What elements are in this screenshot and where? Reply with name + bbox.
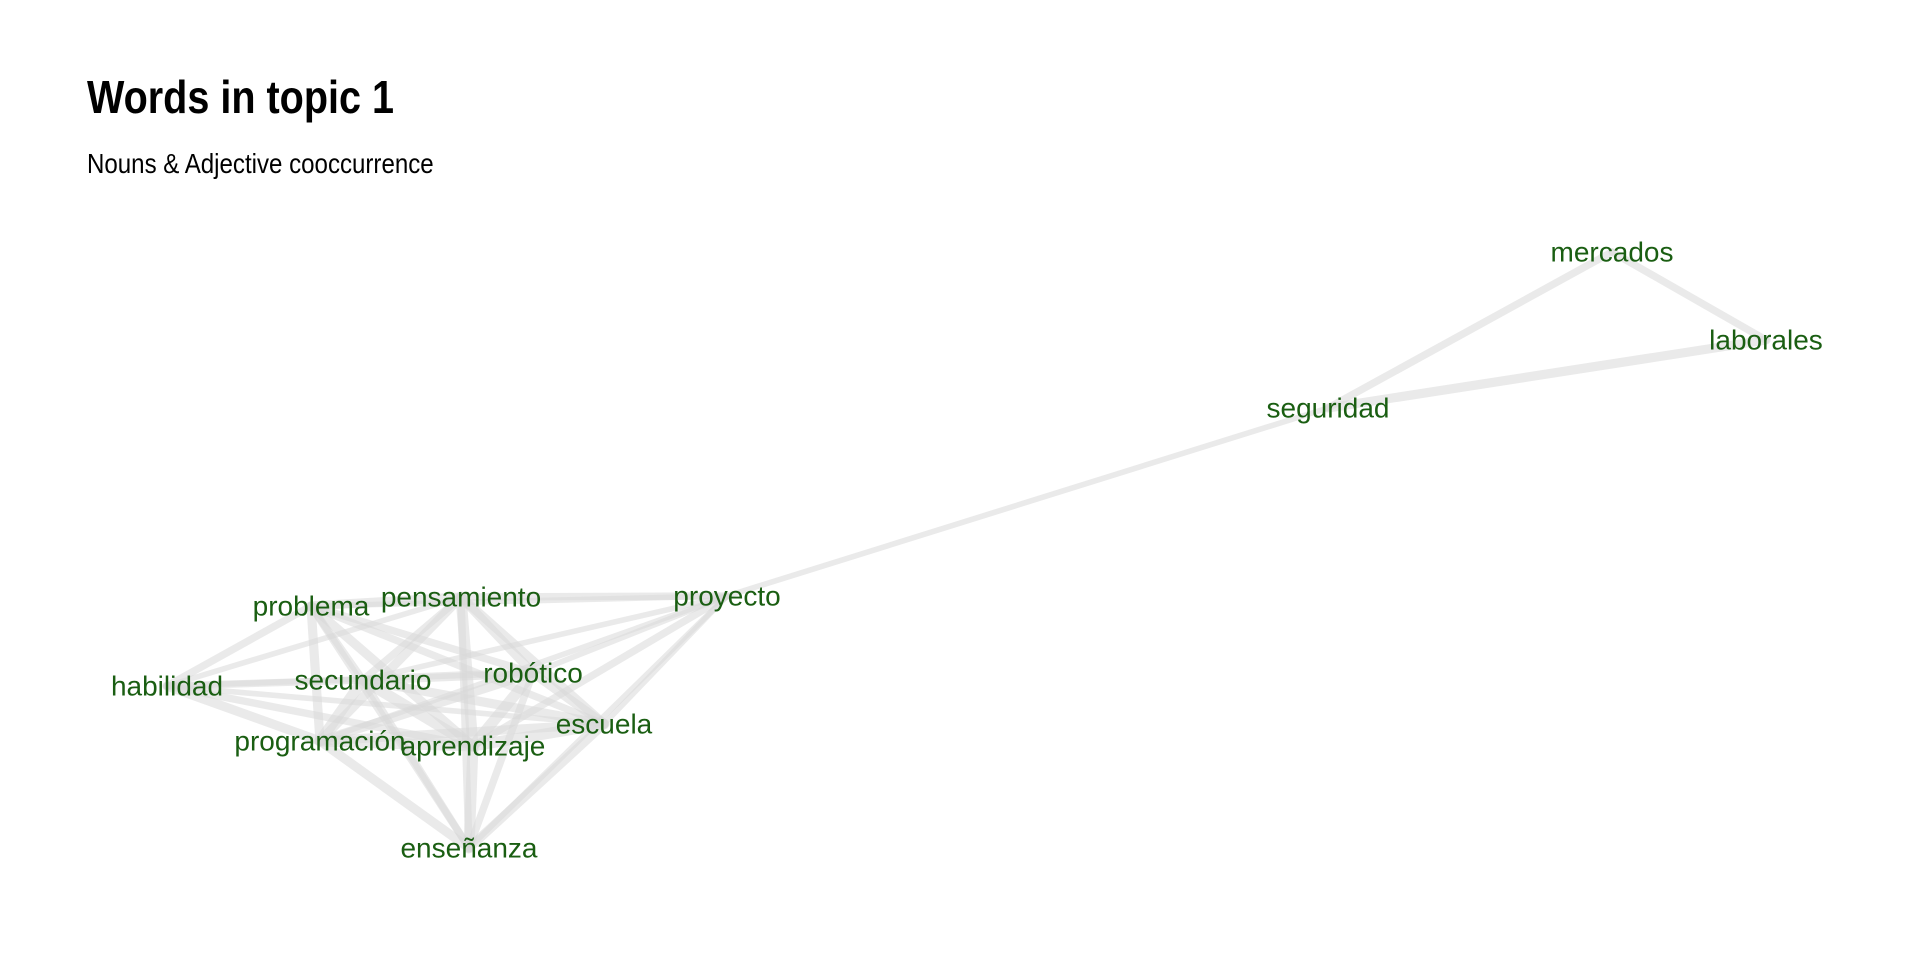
edge-secundario-programacion [314,674,369,747]
edge-robotico-ensenanza [465,669,537,852]
edge-secundario-ensenanza [359,676,473,852]
edge-robotico-programacion [315,668,538,746]
edge-robotico-escuela [528,668,609,729]
edge-escuela-ensenanza [464,719,609,853]
node-label-proyecto: proyecto [673,581,780,612]
edge-aprendizaje-ensenanza [463,740,479,854]
edge-mercados-seguridad [1324,248,1616,412]
edge-problema-habilidad [163,602,315,690]
node-label-habilidad: habilidad [111,671,223,702]
node-label-seguridad: seguridad [1267,393,1390,424]
edge-pensamiento-habilidad [164,594,464,689]
edge-habilidad-programacion [162,681,325,746]
chart-title: Words in topic 1 [87,71,394,123]
chart-subtitle: Nouns & Adjective cooccurrence [87,148,434,179]
node-label-aprendizaje: aprendizaje [401,731,546,762]
edges-layer [162,248,1771,854]
node-label-mercados: mercados [1551,237,1674,268]
edge-problema-pensamiento [306,592,466,611]
edge-proyecto-secundario [360,593,730,683]
edge-mercados-laborales [1608,248,1770,344]
edge-seguridad-proyecto [724,405,1331,599]
edge-habilidad-escuela [164,683,607,727]
edge-programacion-ensenanza [315,736,474,853]
node-label-escuela: escuela [556,709,653,740]
node-label-robotico: robótico [483,658,583,689]
node-label-problema: problema [253,591,370,622]
node-label-laborales: laborales [1709,325,1823,356]
node-label-ensenanza: enseñanza [400,833,537,864]
node-label-secundario: secundario [295,665,432,696]
node-label-pensamiento: pensamiento [381,582,541,613]
node-label-programacion: programación [234,726,405,757]
edge-secundario-robotico [358,668,538,685]
edge-escuela-aprendizaje [467,718,610,752]
labels-layer: mercados laborales seguridad proyecto proble… [111,237,1823,864]
edge-secundario-escuela [358,675,609,729]
edge-laborales-seguridad [1323,335,1771,413]
edge-programacion-aprendizaje [314,735,479,752]
